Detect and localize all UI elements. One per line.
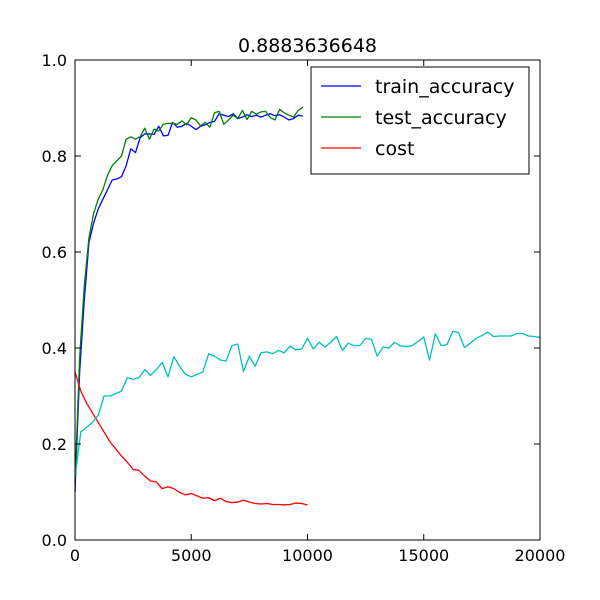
legend-label-train-accuracy: train_accuracy: [375, 76, 514, 98]
axis-ticks: 0 5000 10000 15000 20000 0.0 0.2 0.4 0.6 0.8 1.0: [42, 51, 566, 565]
x-tick-label: 10000: [282, 546, 333, 565]
y-tick-label: 0.2: [42, 435, 67, 454]
series-layer: [74, 106, 541, 506]
chart-title: 0.8883636648: [238, 35, 377, 57]
series-line-unlabeled-series-3: [74, 330, 541, 478]
y-tick-label: 0.8: [42, 147, 67, 166]
y-tick-label: 1.0: [42, 51, 67, 70]
y-tick-label: 0.0: [42, 531, 67, 550]
legend-label-test-accuracy: test_accuracy: [375, 107, 507, 129]
series-line-test-accuracy: [74, 106, 304, 483]
legend-label-cost: cost: [375, 138, 414, 160]
x-tick-label: 0: [70, 546, 80, 565]
legend-box: [310, 66, 530, 175]
series-line-cost: [74, 371, 308, 506]
x-tick-label: 15000: [398, 546, 449, 565]
x-tick-label: 20000: [515, 546, 566, 565]
series-line-train-accuracy: [74, 113, 303, 493]
x-tick-label: 5000: [171, 546, 212, 565]
y-tick-label: 0.4: [42, 339, 67, 358]
y-tick-label: 0.6: [42, 243, 67, 262]
